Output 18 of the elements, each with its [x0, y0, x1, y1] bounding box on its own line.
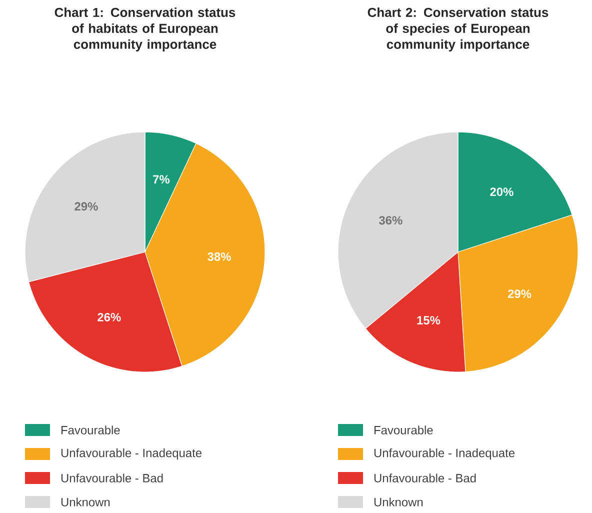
data-label: 26% — [98, 312, 121, 322]
data-label: 36% — [379, 216, 402, 225]
legend-label: Unknown — [374, 498, 423, 506]
data-label: 29% — [508, 290, 532, 298]
data-label: 7% — [153, 175, 170, 184]
legend-label: Unfavourable - Bad — [61, 474, 163, 482]
data-label: 29% — [74, 202, 98, 211]
data-label: 38% — [208, 252, 231, 261]
chart-title: Chart 2: Conservation status of species of European community importance — [368, 8, 548, 52]
legend-label: Unfavourable - Bad — [374, 474, 476, 482]
data-label: 15% — [417, 316, 440, 324]
legend-label: Unfavourable - Inadequate — [374, 448, 515, 460]
legend-label: Favourable — [62, 426, 120, 434]
legend-label: Favourable — [374, 426, 433, 434]
chart-title: Chart 1: Conservation status of habitats of European community importance — [54, 8, 236, 52]
legend-label: Unfavourable - Inadequate — [61, 448, 202, 460]
legend-label: Unknown — [61, 498, 110, 506]
data-label: 20% — [490, 188, 514, 196]
